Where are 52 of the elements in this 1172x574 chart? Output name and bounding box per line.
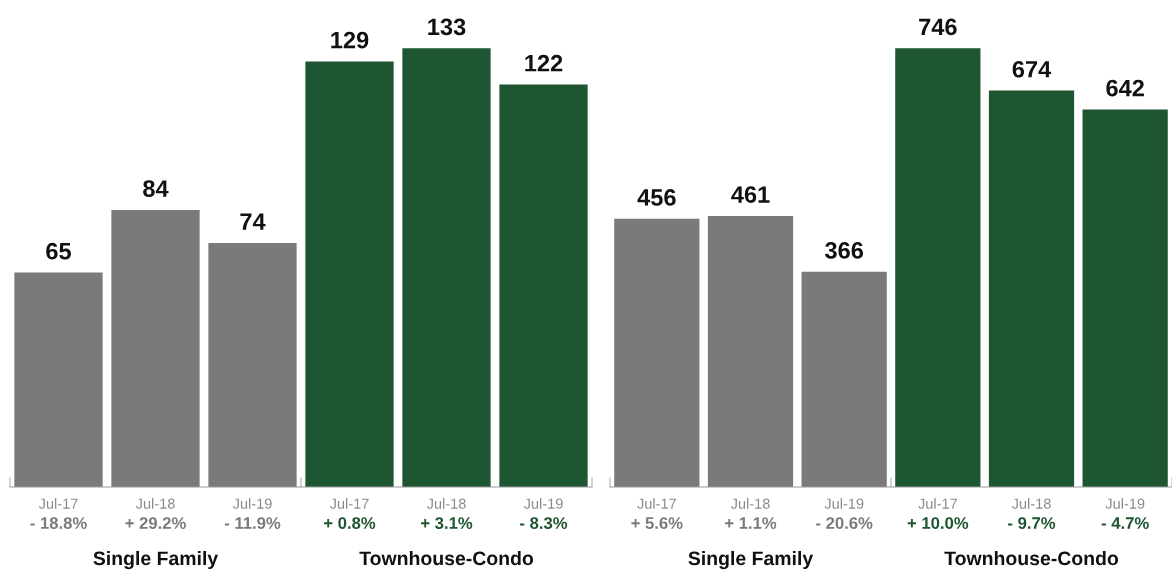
text: Townhouse-Condo — [944, 550, 1119, 566]
bar — [801, 271, 887, 487]
bar — [895, 48, 981, 487]
data-label: 133 — [428, 18, 466, 36]
x-tick-label: Jul-18 — [1011, 498, 1051, 509]
text: - 20.6% — [816, 517, 873, 529]
x-tick-label: Jul-18 — [730, 498, 770, 509]
data-label: 84 — [143, 180, 169, 197]
x-tick-label: Jul-18 — [135, 498, 175, 509]
text: - 4.7% — [1101, 517, 1149, 529]
x-tick-label: Jul-17 — [637, 498, 676, 509]
text: - 9.7% — [1008, 517, 1056, 529]
data-label: 642 — [1106, 79, 1144, 97]
text: Single Family — [688, 550, 814, 570]
bar — [402, 48, 491, 487]
text: + 29.2% — [125, 517, 186, 529]
text: Single Family — [93, 550, 219, 570]
x-tick-label: Jul-19 — [1105, 498, 1145, 509]
bar — [111, 209, 200, 487]
bar — [1082, 109, 1168, 487]
text: + 0.8% — [324, 517, 376, 529]
text: - 8.3% — [520, 517, 568, 529]
bar — [305, 61, 394, 487]
text: - 11.9% — [224, 517, 281, 529]
data-label: 674 — [1012, 60, 1052, 78]
bar — [14, 272, 103, 487]
data-label: 65 — [46, 242, 71, 260]
x-tick-label: Jul-19 — [232, 498, 272, 509]
data-label: 456 — [637, 189, 676, 206]
data-label: 74 — [240, 213, 266, 230]
text: + 3.1% — [421, 517, 473, 529]
bar — [208, 242, 297, 487]
data-label: 129 — [331, 31, 369, 49]
data-label: 122 — [525, 54, 563, 72]
bar — [499, 84, 588, 487]
x-tick-label: Jul-17 — [329, 498, 369, 509]
x-tick-label: Jul-17 — [918, 498, 957, 509]
bar — [988, 90, 1075, 487]
text: + 1.1% — [725, 517, 777, 529]
text: Townhouse-Condo — [359, 550, 534, 566]
text: + 5.6% — [631, 517, 683, 529]
bar — [614, 218, 700, 487]
x-tick-label: Jul-17 — [38, 498, 78, 509]
x-tick-label: Jul-19 — [523, 498, 563, 509]
x-tick-label: Jul-19 — [824, 498, 864, 509]
data-label: 746 — [919, 18, 957, 36]
data-label: 461 — [731, 186, 770, 203]
x-tick-label: Jul-18 — [426, 498, 466, 509]
text: - 18.8% — [30, 517, 87, 529]
data-label: 366 — [825, 242, 864, 259]
text: + 10.0% — [907, 517, 969, 529]
bar — [707, 215, 794, 487]
